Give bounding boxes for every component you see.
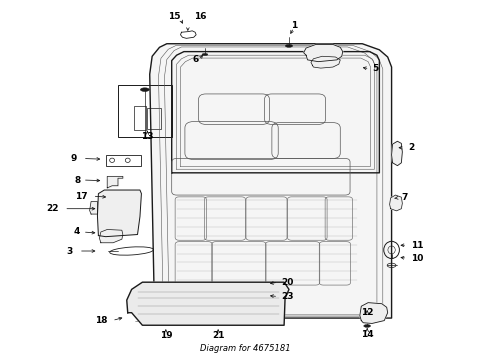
Ellipse shape [202,53,208,55]
Text: 8: 8 [74,176,80,185]
Ellipse shape [285,44,293,47]
Bar [134,107,146,130]
Polygon shape [98,190,142,237]
Text: 15: 15 [168,12,180,21]
Text: 6: 6 [192,55,198,64]
Polygon shape [392,141,402,166]
Text: Diagram for 4675181: Diagram for 4675181 [200,344,290,353]
Text: 14: 14 [361,330,373,339]
Text: 12: 12 [361,308,373,317]
Text: 13: 13 [141,132,153,141]
Text: 22: 22 [46,204,58,213]
Polygon shape [107,176,123,188]
Text: 1: 1 [291,21,297,30]
Polygon shape [150,44,392,318]
Text: 10: 10 [411,254,423,263]
Text: 16: 16 [194,12,206,21]
Bar [103,193,123,198]
Bar [392,199,399,205]
Text: 9: 9 [70,154,76,163]
Bar [147,108,161,129]
Text: 11: 11 [411,241,424,250]
Polygon shape [304,44,343,62]
Bar [103,211,123,223]
Polygon shape [90,202,98,214]
Bar [118,85,172,137]
Text: 7: 7 [401,193,408,202]
Polygon shape [360,303,388,323]
Ellipse shape [141,88,149,91]
Text: 2: 2 [408,143,414,152]
Text: 17: 17 [75,192,88,201]
Text: 21: 21 [212,332,224,341]
Text: 18: 18 [95,316,107,325]
Polygon shape [390,195,402,211]
Text: 3: 3 [67,247,73,256]
Text: 23: 23 [282,292,294,301]
Text: 4: 4 [74,228,80,237]
Polygon shape [127,282,289,325]
Text: 5: 5 [372,64,378,73]
Ellipse shape [364,324,370,327]
Text: 20: 20 [282,278,294,287]
Bar [106,155,141,166]
Polygon shape [99,229,123,243]
Bar [104,199,123,209]
Polygon shape [311,56,340,68]
Text: 19: 19 [160,332,172,341]
